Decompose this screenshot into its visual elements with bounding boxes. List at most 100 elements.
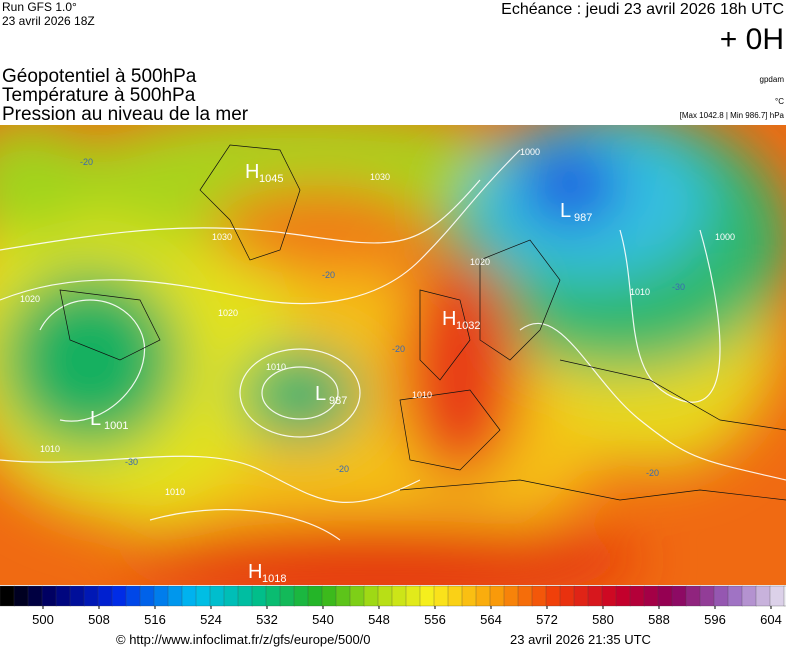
colorbar-label: 532 [256,612,278,627]
colorbar-swatch [699,585,715,607]
colorbar-swatch [69,585,85,607]
colorbar-swatch [461,585,477,607]
colorbar-swatch [629,585,645,607]
colorbar-swatch [447,585,463,607]
center-kind: L [315,383,326,405]
center-kind: H [442,308,456,330]
colorbar-swatch [195,585,211,607]
colorbar-swatch [727,585,743,607]
colorbar-swatch [671,585,687,607]
colorbar-swatch [755,585,771,607]
isobar-label: 1010 [165,487,185,497]
colorbar-swatch [335,585,351,607]
colorbar-swatch [783,585,786,607]
run: Run GFS 1.0° [2,0,77,14]
isotherm-label: -20 [322,270,335,280]
colorbar-swatch [237,585,253,607]
isobar-label: 1010 [412,390,432,400]
isobar-label: 1030 [212,232,232,242]
run-date: 23 avril 2026 18Z [2,14,95,28]
isobar-label: 1020 [20,294,40,304]
colorbar-label: 572 [536,612,558,627]
colorbar-swatch [265,585,281,607]
colorbar-swatch [167,585,183,607]
center-value: 987 [329,395,347,407]
colorbar-label: 508 [88,612,110,627]
footer-source: © http://www.infoclimat.fr/z/gfs/europe/… [116,632,371,647]
colorbar-label: 516 [144,612,166,627]
isotherm-label: -30 [672,282,685,292]
center-value: 1032 [456,320,480,332]
layer: Température à 500hPa [2,85,196,106]
colorbar-swatch [55,585,71,607]
isobar-label: 1000 [520,147,540,157]
center-value: 987 [574,212,592,224]
colorbar-swatch [181,585,197,607]
colorbar-swatch [489,585,505,607]
center-kind: H [245,161,259,183]
colorbar-swatch [139,585,155,607]
isotherm-label: -20 [392,344,405,354]
layer: Géopotentiel à 500hPa [2,66,197,87]
center-kind: L [560,200,571,222]
colorbar-swatch [391,585,407,607]
colorbar-swatch [13,585,29,607]
colorbar-label: 524 [200,612,222,627]
isobar-label: 1030 [370,172,390,182]
isobar-label: 1010 [40,444,60,454]
colorbar-label: 596 [704,612,726,627]
colorbar-swatch [209,585,225,607]
colorbar-swatch [153,585,169,607]
layer: Pression au niveau de la mer [2,104,249,125]
colorbar-label: 580 [592,612,614,627]
colorbar-swatch [307,585,323,607]
colorbar-label: 500 [32,612,54,627]
colorbar-swatch [741,585,757,607]
isotherm-label: -20 [336,464,349,474]
unit: °C [775,97,784,106]
colorbar-swatch [111,585,127,607]
center-value: 1045 [259,173,283,185]
colorbar-label: 604 [760,612,782,627]
colorbar-swatch [405,585,421,607]
footer-time: 23 avril 2026 21:35 UTC [510,632,651,647]
colorbar-swatch [293,585,309,607]
colorbar-swatch [573,585,589,607]
colorbar-label: 540 [312,612,334,627]
colorbar-swatch [559,585,575,607]
colorbar-swatch [769,585,785,607]
colorbar-swatch [97,585,113,607]
colorbar-swatch [321,585,337,607]
colorbar-swatch [643,585,659,607]
colorbar-swatch [601,585,617,607]
colorbar-swatch [587,585,603,607]
lead-time: + 0H [720,23,784,56]
colorbar-label: 588 [648,612,670,627]
colorbar-swatch [223,585,239,607]
isotherm-label: -20 [646,468,659,478]
unit: gpdam [760,75,785,84]
map-field [0,125,786,585]
isobar-label: 1020 [218,308,238,318]
colorbar-swatch [363,585,379,607]
colorbar-swatch [615,585,631,607]
colorbar-swatch [433,585,449,607]
colorbar-swatch [279,585,295,607]
center-kind: H [248,561,262,583]
colorbar-swatch [419,585,435,607]
center-kind: L [90,408,101,430]
center-value: 1001 [104,420,128,432]
colorbar-swatch [475,585,491,607]
colorbar-swatch [531,585,547,607]
colorbar-swatch [251,585,267,607]
pressure-range: [Max 1042.8 | Min 986.7] hPa [680,111,785,120]
colorbar-label: 548 [368,612,390,627]
isotherm-label: -30 [125,457,138,467]
colorbar-swatch [685,585,701,607]
colorbar-swatch [41,585,57,607]
colorbar-swatch [517,585,533,607]
colorbar-swatch [125,585,141,607]
colorbar-swatch [349,585,365,607]
center-value: 1018 [262,573,286,585]
